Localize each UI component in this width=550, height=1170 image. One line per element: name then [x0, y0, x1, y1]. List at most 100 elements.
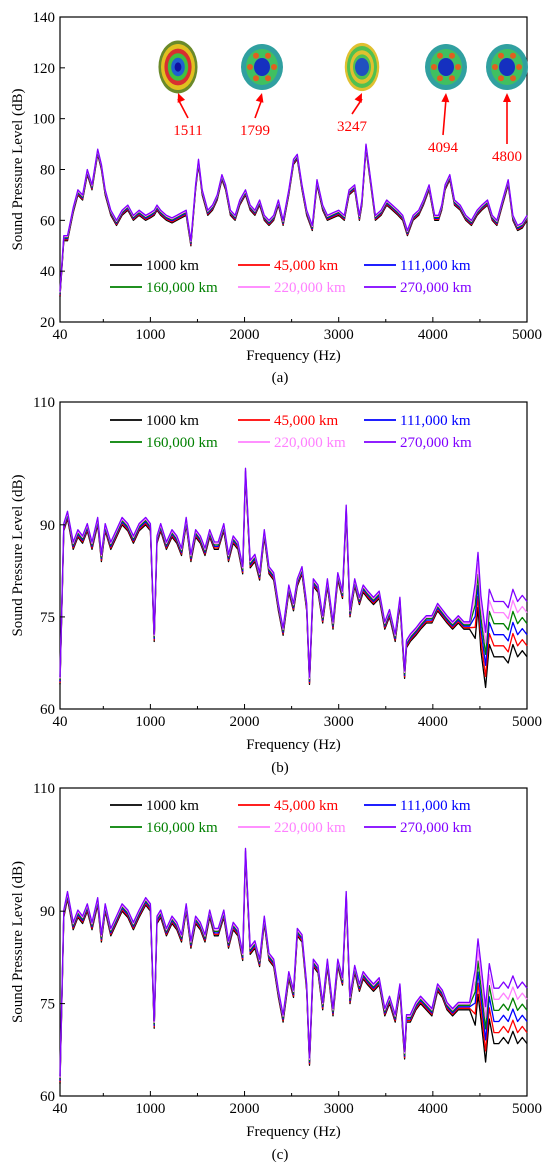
legend-label: 160,000 km — [146, 280, 218, 296]
y-tick-label: 75 — [40, 997, 55, 1013]
y-tick-label: 80 — [40, 163, 55, 179]
legend-label: 111,000 km — [400, 413, 471, 429]
x-tick-label: 1000 — [135, 714, 165, 730]
rim-mode-shape-icon — [344, 42, 380, 92]
legend-label: 270,000 km — [400, 820, 472, 836]
series-line-2 — [59, 473, 528, 684]
y-tick-label: 75 — [40, 610, 55, 626]
x-tick-label: 3000 — [324, 327, 354, 343]
legend: 1000 km 45,000 km 111,000 km 160,000 km 220,… — [110, 798, 472, 836]
y-tick-label: 100 — [33, 112, 56, 128]
legend-label: 45,000 km — [274, 413, 339, 429]
panel-caption: (c) — [272, 1147, 289, 1163]
plot-frame — [59, 401, 528, 710]
x-tick-label: 3000 — [324, 1101, 354, 1117]
ring-mode-shape-icon — [158, 40, 198, 94]
y-tick-label: 40 — [40, 264, 55, 280]
legend-label: 270,000 km — [400, 435, 472, 451]
x-tick-label: 1000 — [135, 1101, 165, 1117]
x-tick-label: 40 — [53, 714, 68, 730]
legend-label: 111,000 km — [400, 258, 471, 274]
series-line-6 — [59, 467, 528, 678]
legend-label: 220,000 km — [274, 435, 346, 451]
x-tick-label: 2000 — [230, 327, 260, 343]
x-tick-label: 40 — [53, 327, 68, 343]
annotation-label: 4800 — [492, 149, 522, 165]
chart-panel-b: 40 1000 2000 3000 4000 5000 60 75 90 110 Frequency… — [10, 395, 542, 776]
legend-label: 160,000 km — [146, 435, 218, 451]
x-tick-label: 5000 — [512, 327, 542, 343]
annotation-arrow — [254, 98, 263, 119]
lobe-mode-shape-icon — [486, 44, 528, 90]
series-line-4 — [59, 470, 528, 681]
legend: 1000 km 45,000 km 111,000 km 160,000 km 220,… — [110, 413, 472, 451]
y-axis-label: Sound Pressure Level (dB) — [10, 88, 26, 250]
plot-frame — [59, 787, 528, 1097]
y-tick-label: 20 — [40, 315, 55, 331]
mode-annotation: 4094 — [425, 44, 467, 156]
legend: 1000 km 45,000 km 111,000 km 160,000 km 220,… — [110, 258, 472, 296]
legend-label: 1000 km — [146, 798, 199, 814]
mode-annotation: 4800 — [486, 44, 528, 165]
mode-annotation: 1799 — [240, 44, 283, 139]
legend-label: 270,000 km — [400, 280, 472, 296]
series-line-1 — [59, 148, 528, 297]
legend-label: 1000 km — [146, 413, 199, 429]
annotation-arrow — [177, 98, 189, 119]
legend-label: 45,000 km — [274, 798, 339, 814]
y-axis-label: Sound Pressure Level (dB) — [10, 474, 26, 636]
x-tick-label: 2000 — [230, 1101, 260, 1117]
series-line-1 — [59, 475, 528, 689]
series-line-3 — [59, 852, 528, 1081]
mode-annotation: 3247 — [337, 42, 380, 135]
star-mode-shape-icon — [241, 44, 283, 90]
series-line-5 — [59, 849, 528, 1078]
x-tick-label: 2000 — [230, 714, 260, 730]
series-line-5 — [59, 469, 528, 680]
x-tick-label: 4000 — [418, 327, 448, 343]
y-tick-label: 60 — [40, 702, 55, 718]
legend-label: 45,000 km — [274, 258, 339, 274]
y-tick-label: 60 — [40, 213, 55, 229]
chart-panel-c: 40 1000 2000 3000 4000 5000 60 75 90 110 Frequency… — [10, 781, 542, 1163]
series-line-6 — [59, 847, 528, 1077]
x-tick-label: 40 — [53, 1101, 68, 1117]
x-axis-label: Frequency (Hz) — [246, 737, 341, 753]
series-line-2 — [59, 853, 528, 1083]
x-tick-label: 5000 — [512, 1101, 542, 1117]
series-line-4 — [59, 850, 528, 1080]
legend-label: 220,000 km — [274, 280, 346, 296]
spoke-mode-shape-icon — [425, 44, 467, 90]
x-axis-label: Frequency (Hz) — [246, 348, 341, 364]
series-line-6 — [59, 143, 528, 292]
annotation-label: 1799 — [240, 123, 270, 139]
y-axis-label: Sound Pressure Level (dB) — [10, 861, 26, 1023]
y-tick-label: 60 — [40, 1089, 55, 1105]
y-tick-label: 140 — [33, 10, 56, 26]
x-tick-label: 3000 — [324, 714, 354, 730]
x-tick-label: 5000 — [512, 714, 542, 730]
panel-caption: (b) — [271, 760, 289, 776]
x-tick-label: 4000 — [418, 714, 448, 730]
panel-caption: (a) — [272, 370, 289, 386]
y-tick-label: 90 — [40, 904, 55, 920]
x-axis-label: Frequency (Hz) — [246, 1124, 341, 1140]
x-tick-label: 1000 — [135, 327, 165, 343]
arrow-head — [354, 93, 362, 103]
arrow-head — [255, 93, 264, 103]
legend-label: 160,000 km — [146, 820, 218, 836]
chart-panel-a: 40 1000 2000 3000 4000 500020406080100120140F… — [10, 10, 542, 386]
legend-label: 1000 km — [146, 258, 199, 274]
annotation-label: 3247 — [337, 119, 368, 135]
arrow-head — [503, 93, 511, 102]
y-tick-label: 110 — [33, 781, 55, 797]
x-tick-label: 4000 — [418, 1101, 448, 1117]
annotation-label: 4094 — [428, 140, 459, 156]
mode-annotation: 1511 — [158, 40, 203, 139]
y-tick-label: 110 — [33, 395, 55, 411]
annotation-label: 1511 — [173, 123, 202, 139]
series-line-3 — [59, 472, 528, 683]
y-tick-label: 120 — [33, 61, 56, 77]
arrow-head — [177, 93, 186, 103]
